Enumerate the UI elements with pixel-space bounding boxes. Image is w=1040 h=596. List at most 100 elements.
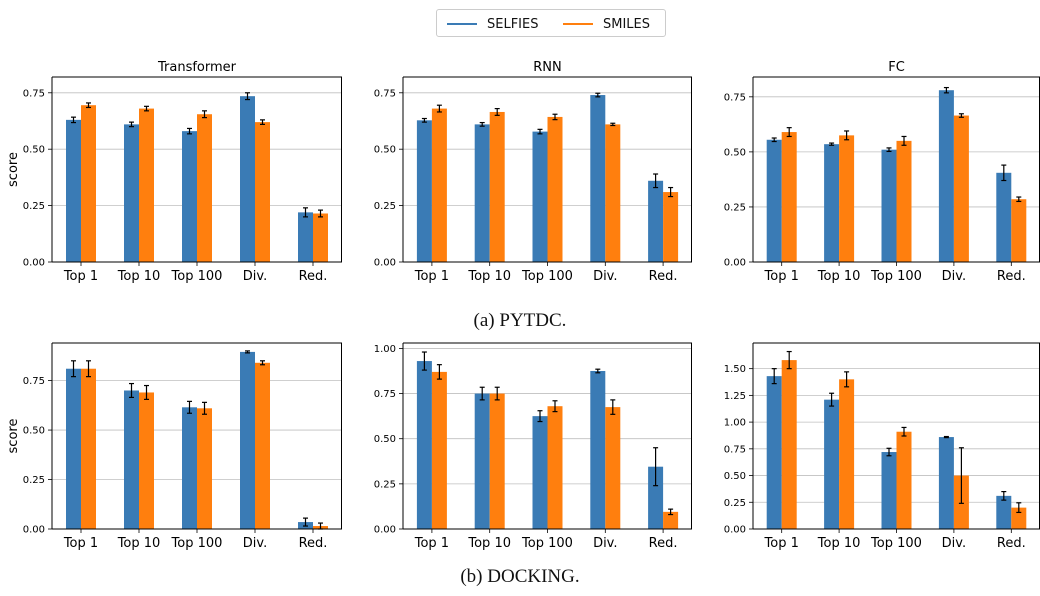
bar-selfies	[824, 144, 840, 262]
y-tick-label: 0.50	[374, 434, 396, 445]
x-tick-label: Div.	[243, 269, 267, 284]
y-tick-label: 0.25	[23, 201, 45, 212]
legend-line-selfies	[447, 23, 477, 25]
x-tick-label: Red.	[649, 536, 678, 551]
bar-smiles	[605, 124, 621, 262]
x-tick-label: Div.	[942, 536, 966, 551]
bar-smiles	[663, 511, 679, 529]
bar-smiles	[139, 392, 154, 529]
legend-item-selfies: SELFIES	[447, 15, 539, 33]
chart-panel-6: 0.00 0.25 0.50 0.75 1.00 1.25 1.50 Top 1 Top 10 T…	[724, 342, 1040, 551]
x-tick-label: Top 10	[117, 269, 161, 284]
x-tick-label: Top 10	[467, 269, 511, 284]
bar-selfies	[766, 139, 782, 262]
y-tick-label: 0.25	[374, 201, 396, 212]
y-tick-label: 1.50	[724, 364, 746, 375]
x-tick-label: Red.	[299, 269, 328, 284]
bar-smiles	[547, 116, 563, 263]
x-tick-label: Red.	[997, 269, 1026, 284]
bar-selfies	[416, 120, 432, 262]
bar-selfies	[938, 90, 954, 262]
y-tick-label: 1.25	[724, 391, 746, 402]
x-tick-label: Red.	[997, 536, 1026, 551]
y-tick-label: 0.50	[374, 145, 396, 156]
x-tick-label: Top 100	[870, 536, 922, 551]
bar-smiles	[489, 393, 505, 529]
x-tick-label: Top 1	[414, 269, 449, 284]
caption-docking: (b) DOCKING.	[460, 566, 580, 587]
bar-selfies	[124, 124, 139, 262]
y-tick-label: 1.00	[724, 418, 746, 429]
x-tick-label: Top 100	[171, 269, 223, 284]
bar-smiles	[431, 371, 447, 529]
bar-smiles	[781, 360, 797, 529]
x-tick-label: Top 1	[764, 536, 799, 551]
legend-item-smiles: SMILES	[563, 15, 650, 33]
y-tick-label: 0.25	[374, 479, 396, 490]
bar-smiles	[953, 115, 969, 263]
legend-label-selfies: SELFIES	[487, 16, 539, 32]
bar-selfies	[182, 131, 197, 262]
bar-smiles	[489, 111, 505, 262]
y-tick-label: 0.25	[724, 498, 746, 509]
bar-selfies	[766, 376, 782, 529]
y-tick-label: 0.00	[23, 525, 45, 536]
bar-smiles	[255, 122, 270, 262]
bar-selfies	[240, 351, 255, 529]
legend-line-smiles	[563, 23, 593, 25]
chart-title: RNN	[533, 60, 561, 75]
bar-selfies	[66, 368, 81, 529]
y-tick-label: 0.00	[23, 258, 45, 269]
y-axis-label: score	[6, 419, 21, 454]
bar-selfies	[532, 131, 548, 262]
bar-selfies	[881, 149, 897, 262]
bar-selfies	[996, 172, 1012, 262]
y-tick-label: 0.75	[724, 444, 746, 455]
x-tick-label: Top 1	[63, 536, 98, 551]
chart-title: FC	[888, 60, 905, 75]
chart-panel-1: 0.00 0.25 0.50 0.75 Top 1 Top 10 Top 100 Div. Re…	[6, 60, 342, 284]
chart-panel-2: 0.00 0.25 0.50 0.75 Top 1 Top 10 Top 100 Div. Re…	[374, 60, 692, 284]
y-tick-label: 0.50	[23, 145, 45, 156]
bar-selfies	[996, 495, 1012, 529]
bar-selfies	[590, 370, 606, 529]
y-tick-label: 0.50	[724, 471, 746, 482]
bar-selfies	[648, 180, 664, 262]
y-tick-label: 0.75	[724, 92, 746, 103]
y-tick-label: 0.75	[374, 88, 396, 99]
y-tick-label: 0.00	[374, 525, 396, 536]
bar-smiles	[1011, 507, 1027, 529]
bar-selfies	[298, 212, 313, 262]
bar-selfies	[648, 466, 664, 529]
bar-smiles	[605, 407, 621, 529]
bar-smiles	[839, 379, 855, 529]
y-tick-label: 0.25	[23, 475, 45, 486]
x-tick-label: Top 1	[414, 536, 449, 551]
bar-selfies	[416, 361, 432, 529]
x-tick-label: Div.	[593, 536, 617, 551]
x-tick-label: Div.	[942, 269, 966, 284]
bar-selfies	[124, 390, 139, 529]
y-tick-label: 0.75	[23, 88, 45, 99]
bar-smiles	[81, 105, 96, 262]
bar-smiles	[139, 108, 154, 263]
x-tick-label: Top 1	[63, 269, 98, 284]
bar-selfies	[938, 437, 954, 529]
bar-smiles	[197, 114, 212, 262]
chart-panel-5: 0.00 0.25 0.50 0.75 1.00 Top 1 Top 10 Top 100 Di…	[374, 342, 692, 551]
bar-smiles	[547, 406, 563, 529]
x-tick-label: Top 100	[171, 536, 223, 551]
x-tick-label: Top 100	[521, 269, 573, 284]
bar-selfies	[474, 124, 490, 262]
bar-selfies	[881, 452, 897, 529]
bar-smiles	[431, 108, 447, 263]
y-tick-label: 0.00	[374, 258, 396, 269]
x-tick-label: Top 10	[467, 536, 511, 551]
chart-title: Transformer	[157, 60, 237, 75]
x-tick-label: Top 100	[521, 536, 573, 551]
x-tick-label: Top 10	[117, 536, 161, 551]
x-tick-label: Top 1	[764, 269, 799, 284]
bar-selfies	[240, 96, 255, 263]
bar-selfies	[182, 407, 197, 529]
